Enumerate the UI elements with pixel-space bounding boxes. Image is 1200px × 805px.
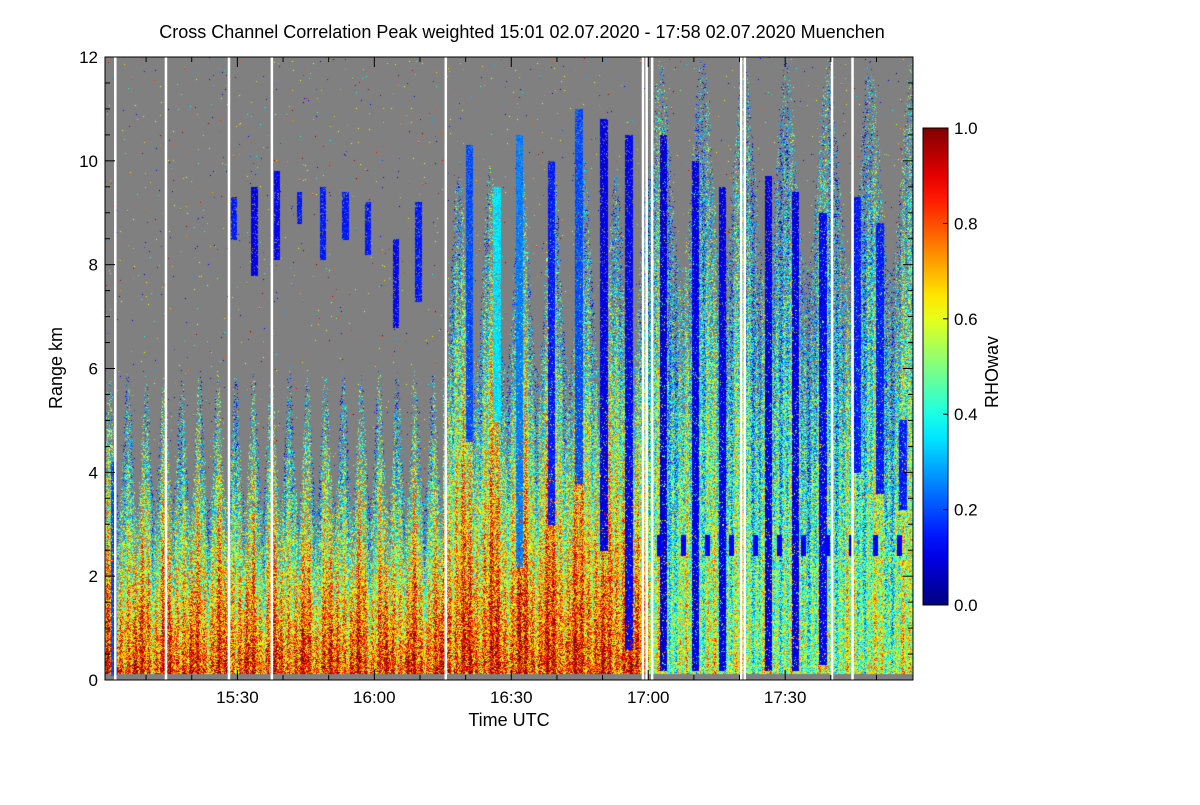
x-tick-label: 16:00 [353,688,396,707]
data-gap-line [444,57,448,680]
y-tick-label: 4 [89,463,98,482]
colorbar-tick-label: 0.0 [954,596,978,615]
x-tick-label: 16:30 [490,688,533,707]
heatmap-raster [105,57,913,680]
x-axis: 15:30 16:00 16:30 17:00 17:30 [145,57,877,707]
y-axis-label: Range km [46,327,66,409]
colorbar-gradient [922,127,949,606]
data-gap-line [650,57,654,680]
data-gap-line [114,57,117,680]
colorbar-label: RHOwav [982,336,1002,408]
data-gap-line [851,57,854,680]
y-tick-label: 12 [79,48,98,67]
colorbar-tick-label: 0.4 [954,405,978,424]
data-gap-line [270,57,274,680]
data-gap-line [743,57,747,680]
y-tick-label: 2 [89,567,98,586]
colorbar-tick-label: 0.2 [954,501,978,520]
y-tick-label: 6 [89,360,98,379]
data-gap-line [227,57,231,680]
heatmap-layer [105,57,913,680]
data-gap-line [830,57,834,680]
colorbar-tick-label: 0.8 [954,214,978,233]
y-axis: 0 2 4 6 8 10 12 [79,48,913,690]
x-tick-label: 17:30 [764,688,807,707]
y-tick-label: 0 [89,671,98,690]
y-tick-label: 10 [79,152,98,171]
colorbar-tick-label: 0.6 [954,310,978,329]
colorbar-tick-label: 1.0 [954,119,978,138]
colorbar-ticks: 0.0 0.2 0.4 0.6 0.8 1.0 [943,119,978,615]
colorbar: 0.0 0.2 0.4 0.6 0.8 1.0 RHOwav [922,119,1002,615]
x-axis-label: Time UTC [468,710,549,730]
chart-title: Cross Channel Correlation Peak weighted … [159,22,885,42]
data-gap-line [164,57,168,680]
data-gap-line [641,57,645,680]
x-tick-label: 15:30 [216,688,259,707]
y-tick-label: 8 [89,256,98,275]
data-gap-line [645,57,648,680]
x-tick-label: 17:00 [627,688,670,707]
data-gap-line [739,57,743,680]
